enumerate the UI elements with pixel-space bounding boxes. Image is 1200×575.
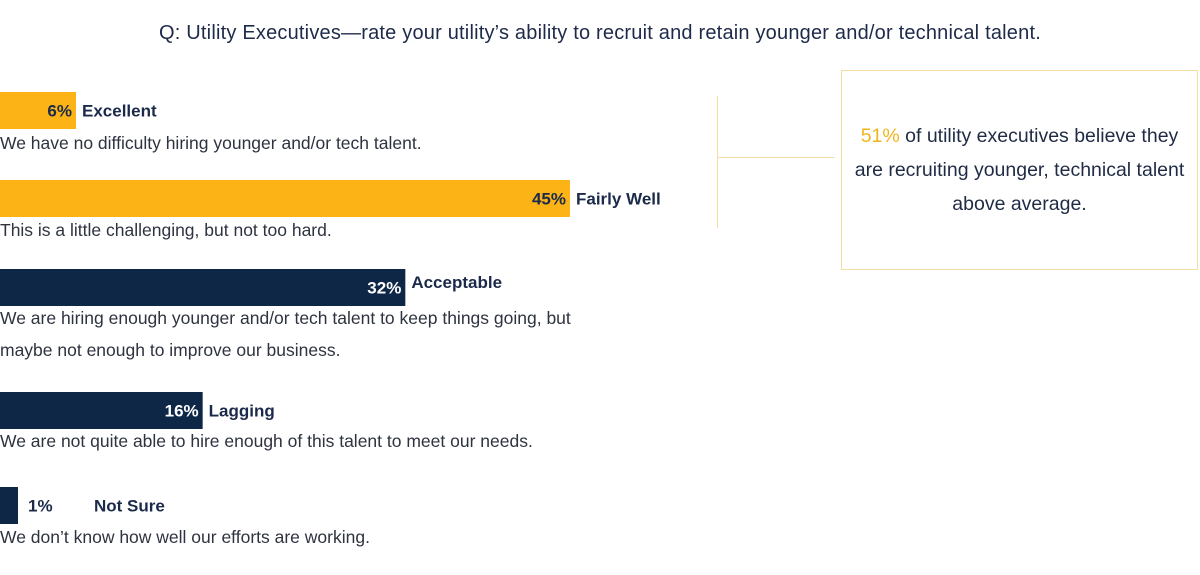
description-acceptable: We are hiring enough younger and/or tech… (0, 308, 571, 360)
bar-not-sure (0, 487, 18, 524)
description-not-sure: We don’t know how well our efforts are w… (0, 527, 370, 547)
value-label-lagging: 16% (165, 402, 199, 421)
category-label-acceptable: Acceptable (411, 273, 502, 292)
value-label-acceptable: 32% (367, 279, 401, 298)
description-fairly-well: This is a little challenging, but not to… (0, 220, 332, 240)
callout-body: of utility executives believe they are r… (854, 125, 1185, 215)
callout-text: 51% of utility executives believe they a… (850, 119, 1189, 221)
bar-fairly-well (0, 180, 570, 217)
description-lagging: We are not quite able to hire enough of … (0, 431, 533, 451)
category-label-lagging: Lagging (209, 402, 275, 421)
chart-title: Q: Utility Executives—rate your utility’… (159, 22, 1041, 44)
connector-vertical-line (717, 96, 718, 228)
callout-percent: 51% (860, 125, 900, 147)
bar-excellent (0, 92, 76, 129)
value-label-not-sure: 1% (28, 497, 53, 516)
connector-horizontal-line (717, 157, 835, 158)
category-label-excellent: Excellent (82, 102, 157, 121)
callout-box: 51% of utility executives believe they a… (841, 70, 1198, 270)
value-label-excellent: 6% (47, 102, 72, 121)
bar-lagging (0, 392, 203, 429)
category-label-not-sure: Not Sure (94, 497, 165, 516)
bar-acceptable (0, 269, 406, 306)
category-label-fairly-well: Fairly Well (576, 190, 661, 209)
description-excellent: We have no difficulty hiring younger and… (0, 133, 422, 153)
value-label-fairly-well: 45% (532, 190, 566, 209)
